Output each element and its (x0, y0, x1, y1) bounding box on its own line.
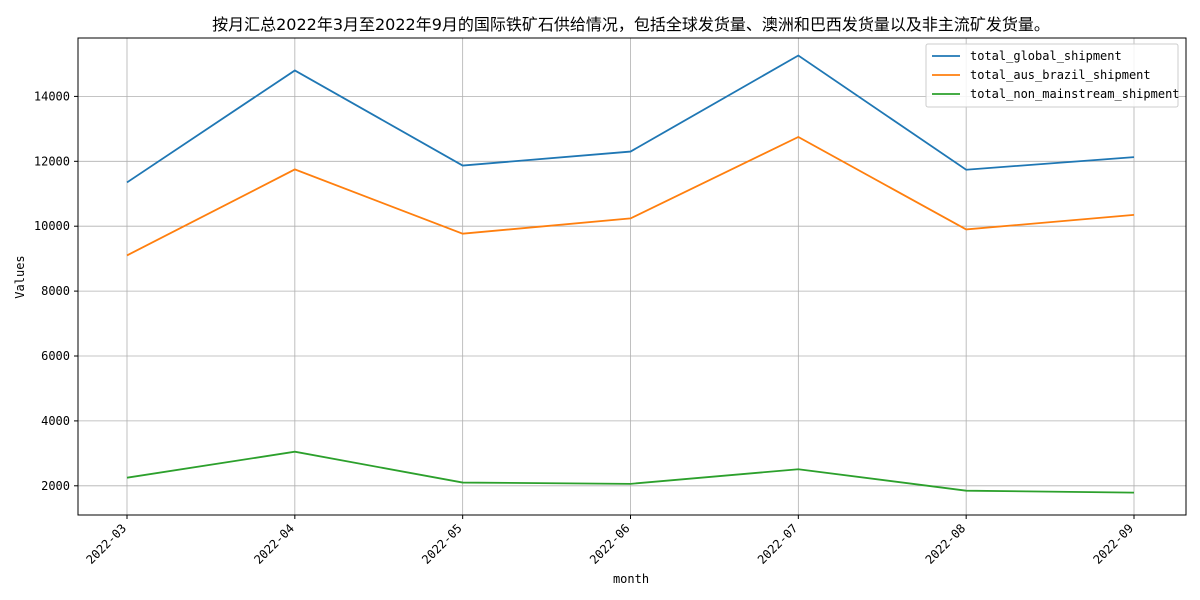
grid-lines (78, 38, 1186, 515)
series-line-total_non_mainstream_shipment (126, 450, 1135, 494)
series-lines (126, 54, 1135, 494)
x-axis-label: month (613, 572, 649, 586)
x-tick-label: 2022-06 (587, 521, 633, 567)
x-tick-label: 2022-08 (923, 521, 969, 567)
y-axis-label: Values (13, 255, 27, 298)
y-tick-label: 8000 (41, 284, 70, 298)
x-tick-label: 2022-03 (83, 521, 129, 567)
series-line-total_aus_brazil_shipment (126, 135, 1135, 257)
x-tick-label: 2022-09 (1090, 521, 1136, 567)
plot-area-frame (77, 37, 1187, 516)
y-tick-label: 6000 (41, 349, 70, 363)
series-line-total_global_shipment (126, 54, 1135, 184)
legend: total_global_shipment total_aus_brazil_sh… (925, 43, 1180, 108)
y-tick-label: 2000 (41, 479, 70, 493)
chart-title: 按月汇总2022年3月至2022年9月的国际铁矿石供给情况，包括全球发货量、澳洲… (212, 15, 1050, 34)
legend-label: total_non_mainstream_shipment (970, 87, 1180, 101)
x-tick-label: 2022-07 (755, 521, 801, 567)
y-tick-label: 4000 (41, 414, 70, 428)
y-tick-label: 10000 (34, 219, 70, 233)
legend-label: total_global_shipment (970, 49, 1122, 63)
y-tick-label: 14000 (34, 89, 70, 103)
x-tick-label: 2022-05 (419, 521, 465, 567)
legend-box (925, 43, 1179, 108)
y-tick-label: 12000 (34, 154, 70, 168)
x-tick-label: 2022-04 (251, 521, 297, 567)
legend-label: total_aus_brazil_shipment (970, 68, 1151, 82)
